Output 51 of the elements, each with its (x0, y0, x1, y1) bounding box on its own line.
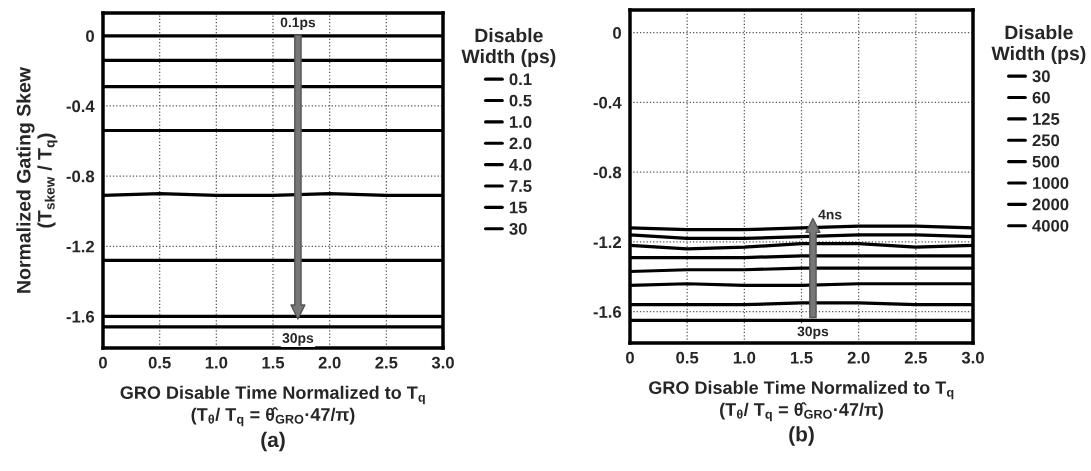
x-tick-label: 3.0 (431, 356, 454, 369)
x-tick-label: 0.5 (148, 356, 171, 369)
x-tick-label: 2.5 (904, 351, 927, 364)
y-tick-label: -0.4 (593, 96, 622, 109)
legend-label: 2000 (1032, 198, 1069, 211)
legend-label: 4000 (1032, 219, 1069, 232)
y-tick-label: -1.2 (593, 236, 621, 248)
legend-label: 250 (1032, 134, 1060, 147)
x-tick-label: 1.0 (733, 351, 756, 364)
legend-label: 60 (1032, 91, 1050, 104)
y-tick-label: -0.4 (66, 100, 95, 113)
x-tick-label: 1.0 (205, 356, 228, 369)
legend-label: 4.0 (509, 158, 532, 171)
annotation: 0.1ps (280, 17, 316, 30)
legend-label: 0.1 (509, 73, 532, 86)
legend-label: 125 (1033, 113, 1060, 125)
y-tick-label: -1.6 (66, 310, 95, 323)
y-axis-title: Normalized Gating Skew (T$_{skew}$ / T$_{q}$) (16, 67, 58, 293)
legend-label: 0.5 (509, 94, 532, 107)
y-tick-label: -1.6 (593, 306, 622, 318)
x-tick-label: 3.0 (961, 351, 984, 364)
legend-label: 15 (509, 201, 527, 214)
legend-label: 1000 (1033, 177, 1069, 189)
text: (a) (261, 431, 285, 452)
x-tick-label: 0.5 (676, 351, 699, 364)
legend-label: 30 (509, 222, 527, 235)
legend-label: 500 (1032, 155, 1060, 168)
annotation: 30ps (797, 326, 829, 340)
text: GRO Disable Time Normalized to T$_{q}$ (T$_{θ}$/ T$_{q}$ = θ̂$_{GRO}$·47/π) (120, 385, 425, 427)
legend-label: 7.5 (509, 180, 532, 192)
y-tick-label: -0.8 (66, 170, 95, 183)
text: (b) (789, 426, 814, 446)
legend-title: Disable Width (ps) (991, 25, 1086, 65)
legend-title: Disable Width (ps) (461, 28, 556, 68)
x-tick-label: 1.5 (790, 351, 813, 364)
x-tick-label: 2.5 (375, 356, 398, 369)
y-tick-label: 0 (86, 30, 94, 42)
y-tick-label: 0 (613, 27, 621, 39)
x-tick-label: 0 (99, 356, 107, 369)
x-tick-label: 2.0 (847, 351, 870, 364)
x-tick-label: 2.0 (318, 356, 341, 369)
text: GRO Disable Time Normalized to T$_{q}$ (T$_{θ}$/ T$_{q}$ = θ̂$_{GRO}$·47/π) (649, 380, 954, 422)
y-tick-label: -0.8 (593, 166, 622, 179)
legend-label: 2.0 (509, 137, 532, 150)
x-tick-label: 0 (626, 351, 634, 364)
x-tick-label: 1.5 (262, 356, 285, 369)
y-tick-label: -1.2 (66, 240, 94, 253)
annotation: 30ps (282, 333, 314, 346)
legend-label: 30 (1032, 70, 1050, 83)
legend-label: 1.0 (509, 116, 532, 128)
annotation: 4ns (818, 209, 842, 220)
